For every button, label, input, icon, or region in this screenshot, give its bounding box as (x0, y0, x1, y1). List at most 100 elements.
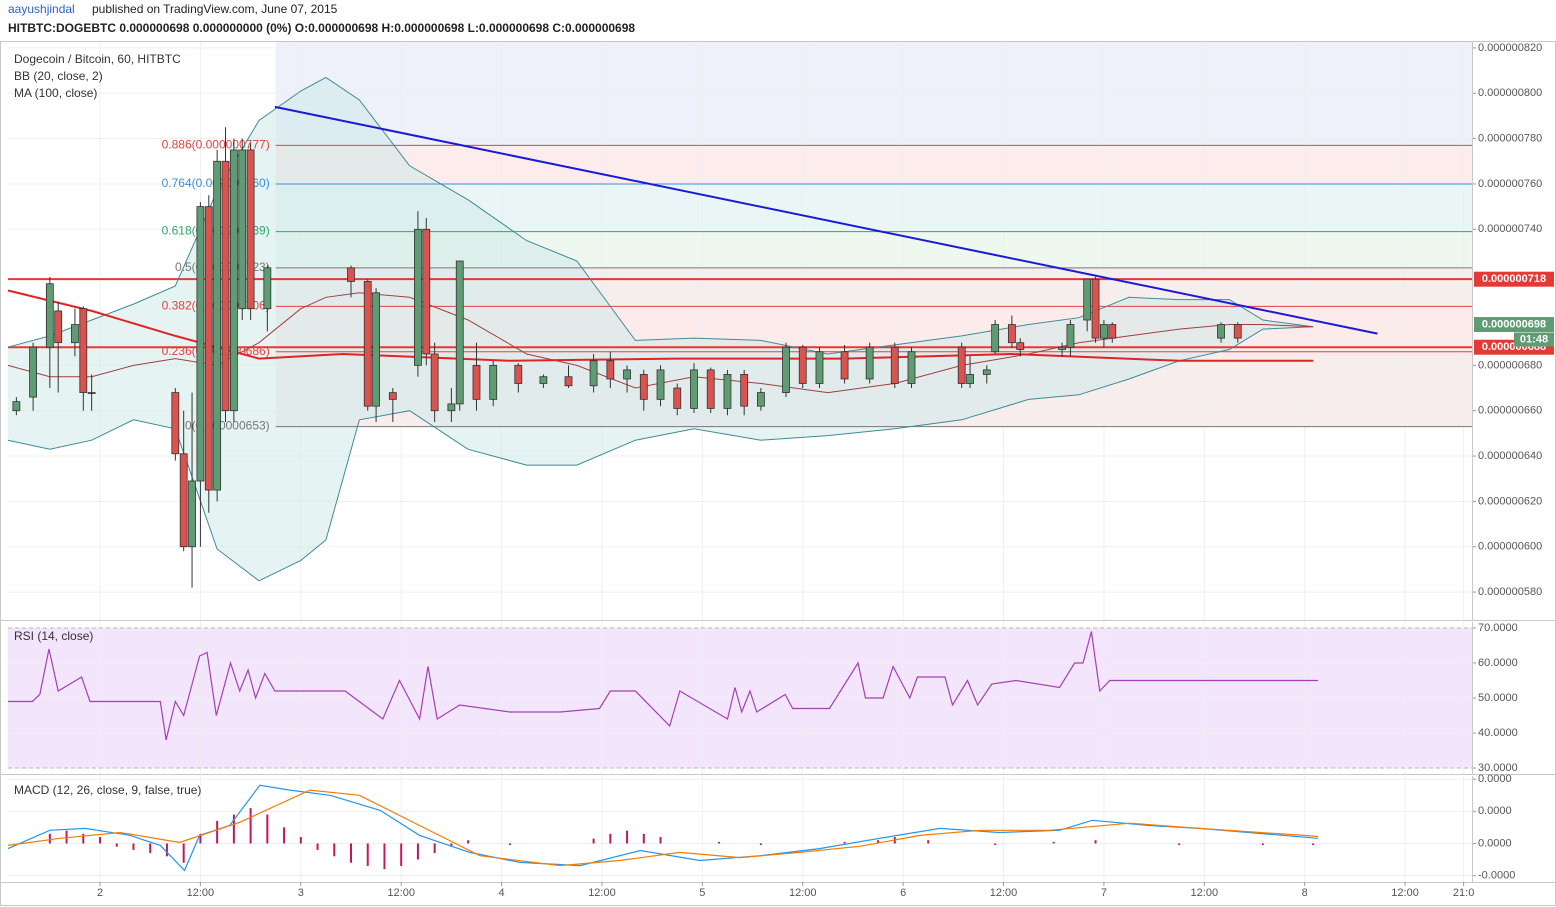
candle-body (347, 267, 355, 282)
y-tick-label: 0.000000600 (1478, 541, 1542, 553)
x-tick-label: 8 (1302, 887, 1308, 899)
y-tick-label: 0.000000680 (1478, 359, 1542, 371)
candle-body (414, 228, 422, 366)
candle-body (54, 310, 63, 344)
candle-body (455, 260, 464, 405)
macd-histogram-bar (433, 843, 436, 854)
candle-body (957, 346, 966, 384)
macd-histogram-bar (416, 843, 419, 860)
candle-body (1007, 324, 1016, 344)
candle-body (706, 369, 715, 409)
macd-histogram-bar (383, 843, 386, 870)
candle-body (430, 353, 439, 412)
price-label: 0.000000718 (1482, 273, 1546, 285)
macd-histogram-bar (877, 840, 880, 844)
macd-histogram-bar (132, 843, 135, 850)
candle-body (1091, 278, 1100, 339)
macd-histogram-bar (99, 837, 102, 844)
macd-histogram-bar (249, 808, 252, 844)
macd-histogram-bar (1052, 841, 1055, 844)
y-tick-label: 0.000000640 (1478, 450, 1542, 462)
author[interactable]: aayushjindal (8, 2, 75, 16)
macd-histogram-bar (626, 830, 629, 844)
candle-body (815, 351, 824, 384)
y-tick-label: 0.000000620 (1478, 495, 1542, 507)
y-tick-label: -0.0000 (1478, 869, 1515, 881)
y-tick-label: 50.0000 (1478, 692, 1518, 704)
macd-histogram-bar (609, 833, 612, 844)
candle-body (71, 324, 79, 344)
candle-body (1016, 342, 1025, 350)
candle-body (221, 160, 230, 412)
candle-body (188, 480, 196, 548)
y-tick-label: 0.000000580 (1478, 586, 1542, 598)
candle-body (673, 387, 682, 409)
macd-histogram-bar (718, 841, 721, 844)
candle-body (363, 281, 372, 407)
candle-body (263, 267, 272, 310)
macd-histogram-bar (994, 843, 997, 846)
x-tick-label: 4 (499, 887, 505, 899)
candle-body (196, 206, 205, 482)
candle-body (246, 149, 255, 310)
macd-histogram-bar (283, 827, 286, 844)
x-tick-label: 3 (298, 887, 304, 899)
series-line (7, 789, 1319, 867)
candle-body (372, 292, 380, 407)
candle-body (966, 374, 974, 384)
x-tick-label: 5 (699, 887, 705, 899)
macd-histogram-bar (843, 841, 846, 844)
y-tick-label: 0.000000820 (1478, 42, 1542, 54)
candle-body (690, 369, 698, 409)
candle-body (723, 374, 732, 409)
macd-histogram-bar (115, 843, 118, 847)
candle-body (798, 346, 807, 384)
candle-body (489, 364, 498, 400)
bb-upper (7, 76, 1314, 355)
last-price-label: 0.000000698 (1482, 318, 1546, 330)
y-tick-label: 0.000000780 (1478, 133, 1542, 145)
candle-body (656, 369, 665, 400)
bb-lower (7, 326, 1314, 582)
plot: 0.000000820 0.000000800 0.000000780 0.00000… (0, 42, 1556, 899)
x-tick-label: 12:00 (387, 887, 415, 899)
y-tick-label: 40.0000 (1478, 727, 1518, 739)
y-tick-label: 0.000000800 (1478, 87, 1542, 99)
candle-body (757, 392, 765, 407)
candle-body (472, 364, 481, 400)
candle-body (213, 160, 222, 491)
x-tick-label: 7 (1101, 887, 1107, 899)
y-tick-label: 0.000000740 (1478, 223, 1542, 235)
legend-title: Dogecoin / Bitcoin, 60, HITBTC (14, 52, 181, 66)
y-tick-label: 60.0000 (1478, 657, 1518, 669)
y-tick-label: 0.000000760 (1478, 178, 1542, 190)
x-tick-label: 12:00 (990, 887, 1018, 899)
macd-histogram-bar (299, 837, 302, 844)
candle-body (1066, 324, 1075, 348)
candle-body (514, 364, 523, 384)
macd-histogram-bar (927, 840, 930, 844)
candle-body (606, 360, 615, 380)
ma-line (7, 289, 1314, 362)
macd-histogram-bar (65, 830, 68, 844)
countdown-box (1514, 332, 1554, 347)
candle-body (422, 228, 431, 355)
candle-body (623, 369, 631, 380)
candle-body (589, 360, 598, 387)
macd-histogram-bar (266, 814, 269, 844)
macd-histogram-bar (165, 843, 168, 857)
x-tick-label: 12:00 (1391, 887, 1419, 899)
candle-body (204, 206, 213, 491)
candle-body (890, 346, 899, 384)
macd-histogram-bar (1094, 840, 1097, 844)
macd-histogram-bar (450, 843, 453, 847)
candle-body (388, 392, 397, 400)
price-label-box (1474, 271, 1554, 287)
candle-body (1217, 324, 1225, 339)
macd-histogram-bar (366, 843, 369, 866)
macd-histogram-bar (759, 843, 762, 846)
macd-histogram-bar (182, 843, 185, 863)
macd-histogram-bar (316, 843, 319, 850)
macd-histogram-bar (333, 843, 336, 857)
